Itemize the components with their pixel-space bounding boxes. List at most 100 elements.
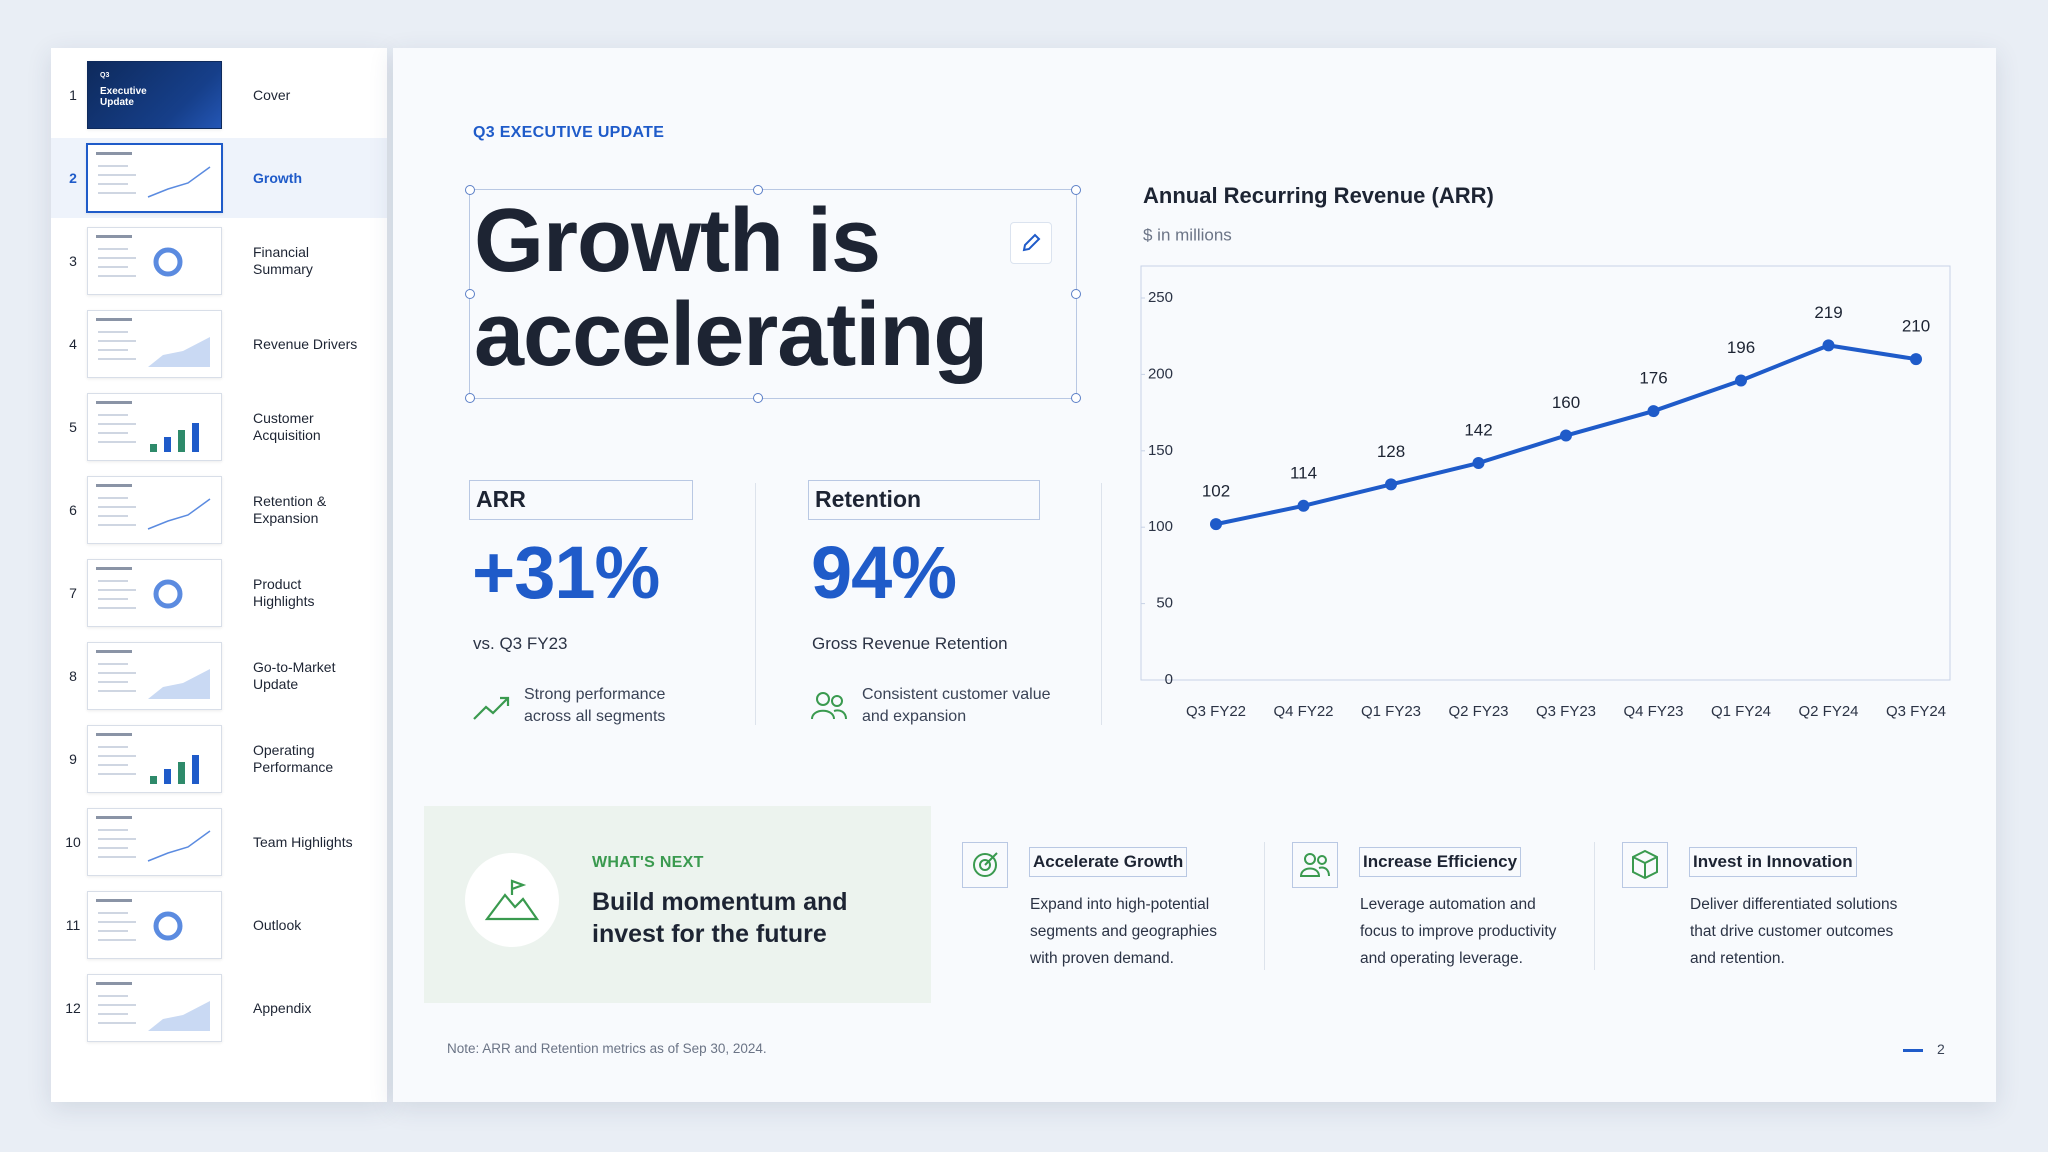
slide-row[interactable]: 2 Growth — [51, 138, 387, 218]
slide-row[interactable]: 8 Go-to-Market Update — [51, 636, 387, 716]
x-tick-label: Q3 FY24 — [1886, 703, 1946, 720]
edit-button[interactable] — [1010, 222, 1052, 264]
y-tick-label: 100 — [1148, 518, 1173, 535]
resize-handle[interactable] — [1071, 185, 1081, 195]
trend-icon — [473, 696, 510, 720]
edit-icon — [1022, 233, 1041, 252]
next-headline: Build momentum and invest for the future — [592, 888, 848, 948]
slide-number: 12 — [65, 1000, 81, 1016]
thumb-art — [96, 484, 211, 530]
slide-row[interactable]: 9 Operating Performance — [51, 719, 387, 799]
item-title[interactable]: Accelerate Growth — [1029, 847, 1188, 877]
value-label: 102 — [1202, 482, 1230, 501]
slide-thumbnail[interactable] — [87, 559, 222, 627]
y-tick-label: 0 — [1165, 671, 1173, 688]
people-icon — [811, 692, 847, 720]
resize-handle[interactable] — [1071, 393, 1081, 403]
resize-handle[interactable] — [465, 289, 475, 299]
slide-label: Cover — [253, 86, 291, 103]
item-icon[interactable] — [1622, 842, 1668, 888]
slide-title[interactable]: Growth is accelerating — [474, 191, 988, 385]
slide-row[interactable]: 4 Revenue Drivers — [51, 304, 387, 384]
plot-frame[interactable] — [1140, 265, 1951, 681]
slide-thumbnail[interactable] — [87, 808, 222, 876]
x-tick-label: Q4 FY23 — [1623, 703, 1683, 720]
slide-row[interactable]: 3 Financial Summary — [51, 221, 387, 301]
slide-number: 3 — [69, 253, 77, 269]
x-tick-label: Q4 FY22 — [1273, 703, 1333, 720]
resize-handle[interactable] — [753, 185, 763, 195]
kpi-label-box[interactable]: Retention — [808, 480, 1040, 520]
slide-row[interactable]: 1 Q3 Executive Update Cover — [51, 55, 387, 135]
slide-label: Go-to-Market Update — [253, 659, 336, 692]
kpi-value: +31% — [472, 531, 660, 614]
slide-row[interactable]: 10 Team Highlights — [51, 802, 387, 882]
point — [1210, 518, 1222, 531]
slide-thumbnail[interactable] — [87, 725, 222, 793]
y-tick-label: 200 — [1148, 365, 1173, 382]
chart-subtitle: $ in millions — [1143, 225, 1232, 244]
kpi-label: ARR — [476, 486, 526, 512]
slide-thumbnail[interactable]: Q3 Executive Update — [87, 61, 222, 129]
slide-number: 10 — [65, 834, 81, 850]
slide-thumbnail[interactable] — [86, 143, 223, 213]
point — [1472, 457, 1485, 470]
slide-thumbnail[interactable] — [87, 393, 222, 461]
point — [1735, 374, 1747, 387]
x-tick-label: Q2 FY24 — [1798, 703, 1858, 720]
kpi-note: Strong performance across all segments — [524, 686, 666, 725]
slide-thumbnail[interactable] — [87, 974, 222, 1042]
resize-handle[interactable] — [753, 393, 763, 403]
item-text: Deliver differentiated solutions that dr… — [1690, 896, 1898, 967]
thumb-title: Executive Update — [100, 86, 147, 108]
slide-row[interactable]: 5 Customer Acquisition — [51, 387, 387, 467]
item-text: Leverage automation and focus to improve… — [1360, 896, 1557, 967]
y-tick-label: 250 — [1148, 289, 1173, 306]
slide-thumbnail[interactable] — [87, 642, 222, 710]
slide-number: 11 — [65, 917, 81, 933]
next-kicker: WHAT'S NEXT — [592, 854, 704, 871]
slide-thumbnail[interactable] — [87, 476, 222, 544]
value-label: 176 — [1639, 369, 1667, 388]
thumb-art — [96, 816, 211, 862]
slide-number: 1 — [69, 87, 77, 103]
slide-label: Customer Acquisition — [253, 410, 321, 443]
item-title[interactable]: Increase Efficiency — [1359, 847, 1522, 877]
slide-thumbnail[interactable] — [87, 227, 222, 295]
slide-number: 8 — [69, 668, 77, 684]
kpi-label-box[interactable]: ARR — [469, 480, 693, 520]
slide-row[interactable]: 6 Retention & Expansion — [51, 470, 387, 550]
resize-handle[interactable] — [465, 185, 475, 195]
item-glyph — [1299, 853, 1330, 877]
slide-thumbnail[interactable] — [87, 891, 222, 959]
slide-label: Growth — [253, 169, 302, 186]
slide-row[interactable]: 11 Outlook — [51, 885, 387, 965]
thumb-art — [96, 152, 211, 198]
thumb-art — [96, 899, 183, 941]
item-text: Expand into high-potential segments and … — [1030, 896, 1217, 967]
item-title[interactable]: Invest in Innovation — [1689, 847, 1857, 877]
mountain-icon — [484, 879, 540, 921]
slide-label: Product Highlights — [253, 576, 315, 609]
resize-handle[interactable] — [1071, 289, 1081, 299]
slide-row[interactable]: 7 Product Highlights — [51, 553, 387, 633]
slide-row[interactable]: 12 Appendix — [51, 968, 387, 1048]
x-tick-label: Q2 FY23 — [1448, 703, 1508, 720]
thumb-art — [96, 733, 199, 784]
point — [1297, 499, 1310, 512]
item-icon[interactable] — [1292, 842, 1338, 888]
x-tick-label: Q1 FY24 — [1711, 703, 1771, 720]
kpi-label: Retention — [815, 486, 922, 512]
divider — [1264, 842, 1265, 970]
thumb-art — [96, 567, 183, 609]
item-icon[interactable] — [962, 842, 1008, 888]
value-label: 210 — [1902, 317, 1930, 336]
slide-panel: 1 Q3 Executive Update Cover 2 Growth 3 Financia… — [51, 48, 387, 1102]
point — [1647, 405, 1660, 418]
value-label: 196 — [1727, 338, 1755, 357]
resize-handle[interactable] — [465, 393, 475, 403]
slide-thumbnail[interactable] — [87, 310, 222, 378]
slide-number: 2 — [69, 170, 77, 186]
slide-label: Retention & Expansion — [253, 493, 327, 526]
